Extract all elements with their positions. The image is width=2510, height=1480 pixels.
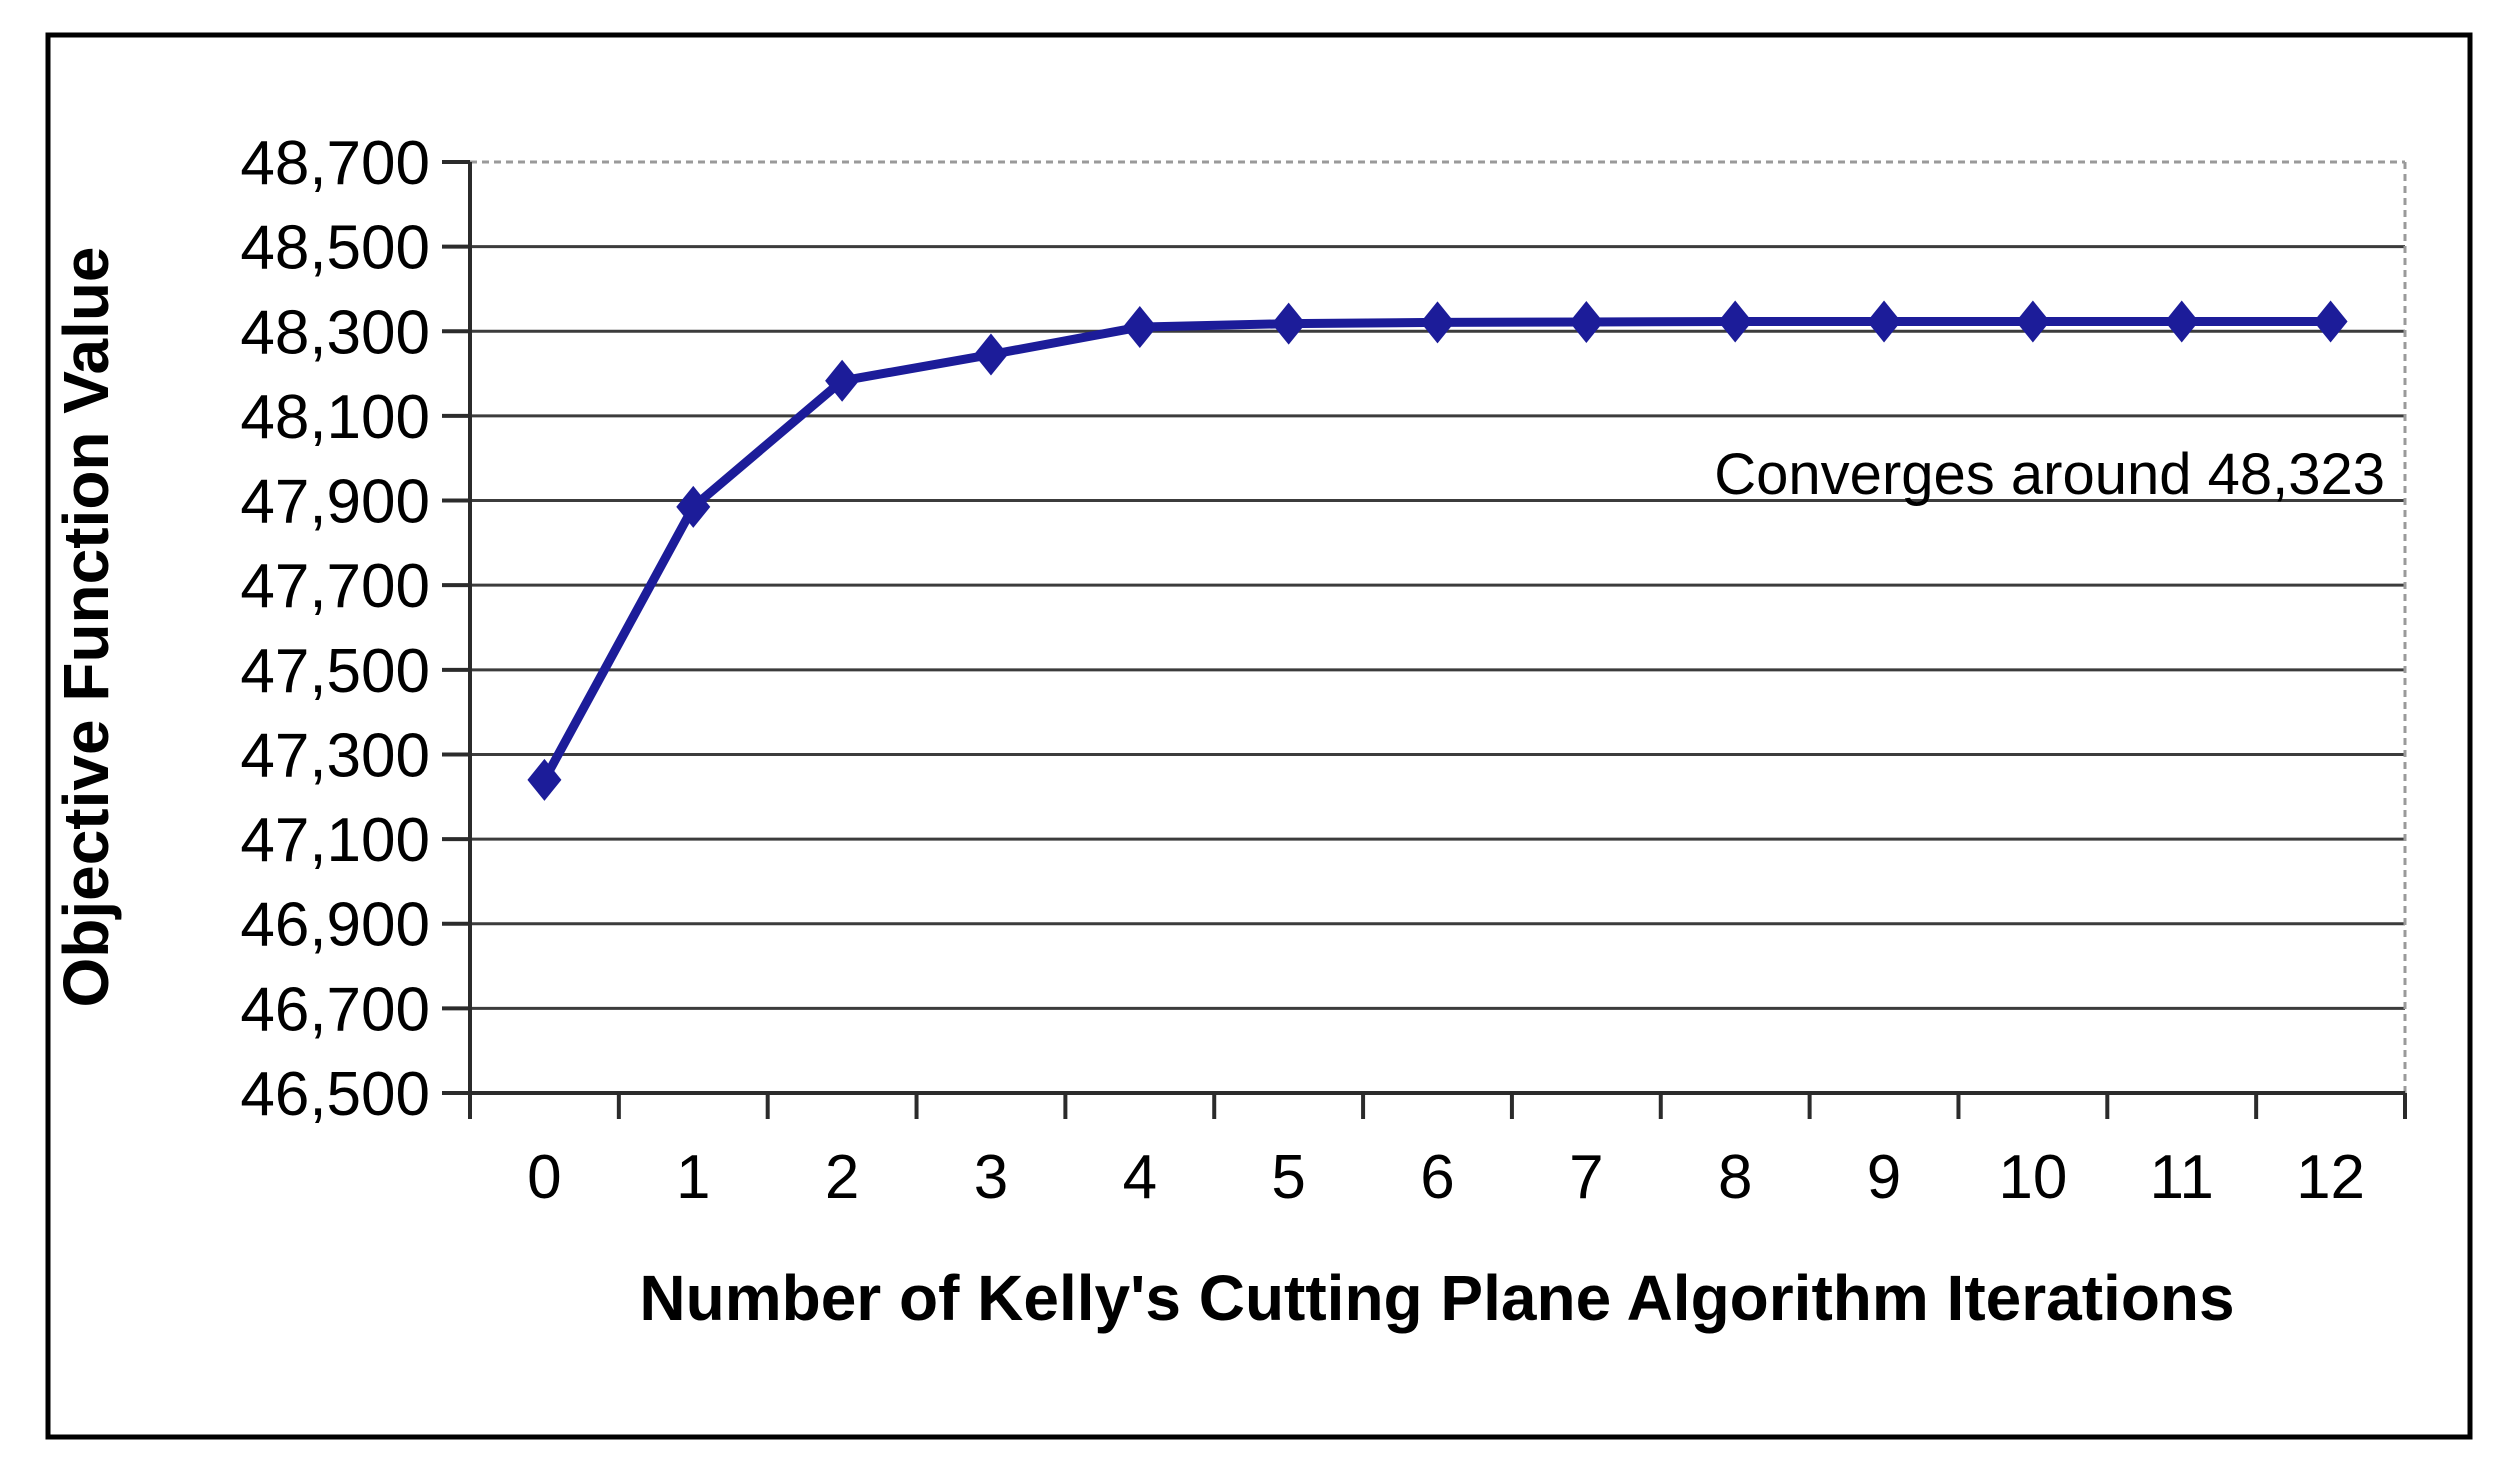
data-point-marker <box>1271 302 1306 345</box>
data-point-marker <box>1718 300 1753 343</box>
data-point-marker <box>973 333 1008 376</box>
data-point-marker <box>1420 301 1455 344</box>
y-tick-labels: 46,500 46,700 46,900 47,100 47,300 47,500 47,7… <box>240 129 430 1129</box>
x-tick-label: 11 <box>2150 1143 2214 1212</box>
y-tick-label: 46,700 <box>240 975 430 1044</box>
y-tick-label: 46,500 <box>240 1060 430 1129</box>
x-tick-label: 0 <box>527 1143 561 1212</box>
y-tick-label: 48,500 <box>240 214 430 283</box>
data-point-marker <box>1867 300 1902 343</box>
x-tick-labels: 0 1 2 3 4 5 6 7 8 9 10 11 12 <box>527 1143 2365 1212</box>
x-tick-label: 4 <box>1123 1143 1157 1212</box>
y-tick-label: 48,700 <box>240 129 430 198</box>
x-tick-label: 9 <box>1867 1143 1901 1212</box>
data-point-marker <box>2164 300 2199 343</box>
data-point-marker <box>825 359 860 402</box>
y-tick-label: 47,700 <box>240 552 430 621</box>
y-tick-label: 47,500 <box>240 637 430 706</box>
x-axis-title: Number of Kelly's Cutting Plane Algorith… <box>639 1262 2234 1334</box>
y-tick-label: 48,100 <box>240 383 430 452</box>
data-point-marker <box>1122 306 1157 349</box>
data-point-marker <box>527 758 562 801</box>
x-tick-label: 12 <box>2296 1143 2365 1212</box>
y-tick-label: 47,300 <box>240 721 430 790</box>
y-tick-label: 48,300 <box>240 298 430 367</box>
x-tick-label: 3 <box>974 1143 1008 1212</box>
x-tick-label: 6 <box>1420 1143 1454 1212</box>
y-tick-label: 47,100 <box>240 806 430 875</box>
y-axis-title: Objective Function Value <box>50 246 122 1007</box>
x-tick-label: 5 <box>1271 1143 1305 1212</box>
x-tick-label: 2 <box>825 1143 859 1212</box>
x-tick-label: 7 <box>1569 1143 1603 1212</box>
annotation-text: Converges around 48,323 <box>1714 442 2385 507</box>
data-point-marker <box>2015 300 2050 343</box>
data-point-marker <box>1569 300 1604 343</box>
data-point-marker <box>676 485 711 528</box>
x-tick-label: 10 <box>1998 1143 2067 1212</box>
x-tick-label: 1 <box>676 1143 710 1212</box>
y-tick-label: 47,900 <box>240 468 430 537</box>
series-line <box>527 300 2348 801</box>
y-tick-label: 46,900 <box>240 891 430 960</box>
axes <box>442 160 2407 1119</box>
data-point-marker <box>2313 300 2348 343</box>
figure-border <box>45 32 2473 1440</box>
x-tick-label: 8 <box>1718 1143 1752 1212</box>
